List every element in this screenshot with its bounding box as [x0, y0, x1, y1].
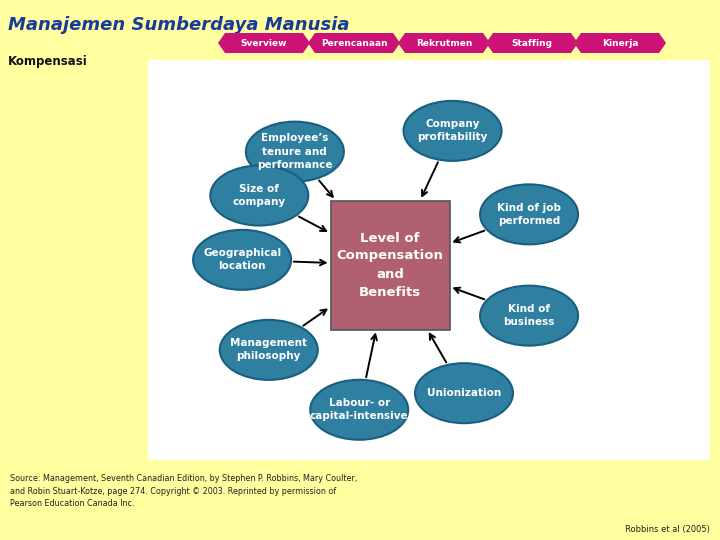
Polygon shape [218, 33, 310, 53]
Text: Source: Management, Seventh Canadian Edition, by Stephen P. Robbins, Mary Coulte: Source: Management, Seventh Canadian Edi… [10, 474, 357, 508]
Text: Labour- or
capital-intensive: Labour- or capital-intensive [310, 398, 408, 421]
Text: Kind of
business: Kind of business [503, 304, 555, 327]
Text: Management
philosophy: Management philosophy [230, 338, 307, 361]
Text: Sverview: Sverview [240, 38, 287, 48]
Ellipse shape [480, 286, 578, 346]
Text: Geographical
location: Geographical location [203, 248, 281, 272]
Text: Kompensasi: Kompensasi [8, 55, 88, 68]
Ellipse shape [246, 122, 344, 181]
Text: Staffing: Staffing [511, 38, 552, 48]
FancyBboxPatch shape [330, 200, 449, 329]
Text: Size of
company: Size of company [233, 184, 286, 207]
Text: Kind of job
performed: Kind of job performed [497, 203, 561, 226]
Text: Level of
Compensation
and
Benefits: Level of Compensation and Benefits [336, 232, 444, 299]
Ellipse shape [210, 166, 308, 226]
Text: Employee’s
tenure and
performance: Employee’s tenure and performance [257, 133, 333, 170]
Polygon shape [308, 33, 400, 53]
Text: Rekrutmen: Rekrutmen [416, 38, 472, 48]
Polygon shape [398, 33, 490, 53]
Ellipse shape [403, 101, 502, 161]
Text: Robbins et al (2005): Robbins et al (2005) [625, 525, 710, 534]
Ellipse shape [310, 380, 408, 440]
Bar [148, 60, 710, 460]
Text: Company
profitability: Company profitability [418, 119, 487, 143]
Text: Perencanaan: Perencanaan [320, 38, 387, 48]
Text: Kinerja: Kinerja [602, 38, 638, 48]
Ellipse shape [480, 184, 578, 245]
Ellipse shape [193, 230, 291, 290]
Polygon shape [486, 33, 578, 53]
Polygon shape [574, 33, 666, 53]
Ellipse shape [415, 363, 513, 423]
Ellipse shape [220, 320, 318, 380]
Text: Unionization: Unionization [427, 388, 501, 398]
Text: Manajemen Sumberdaya Manusia: Manajemen Sumberdaya Manusia [8, 16, 349, 34]
